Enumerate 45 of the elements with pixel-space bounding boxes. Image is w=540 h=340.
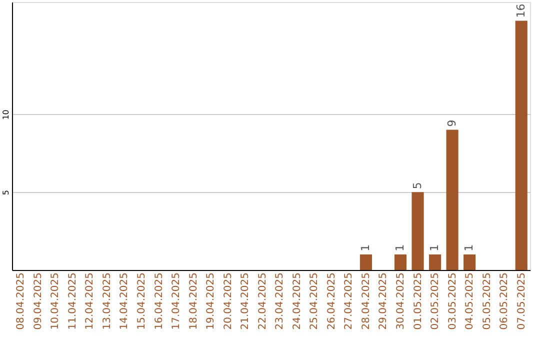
y-tick-label: 10 [2, 110, 10, 120]
x-tick-label: 13.04.2025 [102, 272, 113, 330]
x-tick-label: 28.04.2025 [360, 272, 372, 330]
x-tick-label: 26.04.2025 [326, 272, 338, 330]
x-tick-label: 10.04.2025 [50, 272, 62, 330]
x-tick-label: 14.04.2025 [119, 272, 130, 330]
bar [394, 254, 407, 270]
x-tick-label: 11.04.2025 [67, 272, 78, 330]
data-label: 5 [410, 182, 424, 190]
x-tick-label: 25.04.2025 [309, 272, 320, 330]
x-tick-label: 19.04.2025 [206, 272, 217, 330]
data-label: 16 [514, 4, 528, 18]
x-tick-label: 08.04.2025 [16, 272, 27, 330]
x-tick-label: 29.04.2025 [378, 272, 390, 330]
x-tick-label: 07.05.2025 [516, 272, 528, 330]
data-label: 1 [462, 244, 476, 252]
x-tick-label: 21.04.2025 [240, 272, 252, 330]
x-tick-label: 23.04.2025 [274, 272, 286, 330]
x-tick-label: 12.04.2025 [84, 272, 96, 330]
data-label: 1 [358, 244, 372, 252]
data-label: 1 [394, 244, 406, 252]
x-tick-label: 27.04.2025 [344, 272, 355, 330]
x-tick-label: 22.04.2025 [257, 272, 268, 330]
x-tick-label: 24.04.2025 [292, 272, 303, 330]
bar [360, 254, 372, 270]
x-tick-label: 18.04.2025 [188, 272, 200, 330]
bar [464, 254, 476, 270]
x-tick-label: 01.05.2025 [412, 272, 424, 330]
x-tick-label: 02.05.2025 [430, 272, 442, 330]
bar [446, 130, 458, 270]
x-tick-label: 05.05.2025 [482, 272, 493, 330]
x-tick-label: 16.04.2025 [154, 272, 165, 330]
bar [428, 254, 442, 270]
x-tick-label: 15.04.2025 [136, 272, 148, 330]
data-label: 1 [428, 244, 442, 252]
x-tick-label: 20.04.2025 [222, 272, 234, 330]
bar [515, 20, 528, 270]
x-tick-label: 30.04.2025 [396, 272, 406, 330]
x-tick-label: 09.04.2025 [32, 272, 44, 330]
data-label: 9 [445, 120, 458, 127]
bar [412, 192, 424, 270]
x-tick-label: 06.05.2025 [499, 272, 510, 330]
x-tick-label: 03.05.2025 [447, 272, 458, 330]
x-tick-label: 17.04.2025 [171, 272, 182, 330]
x-tick-label: 04.05.2025 [464, 272, 476, 330]
